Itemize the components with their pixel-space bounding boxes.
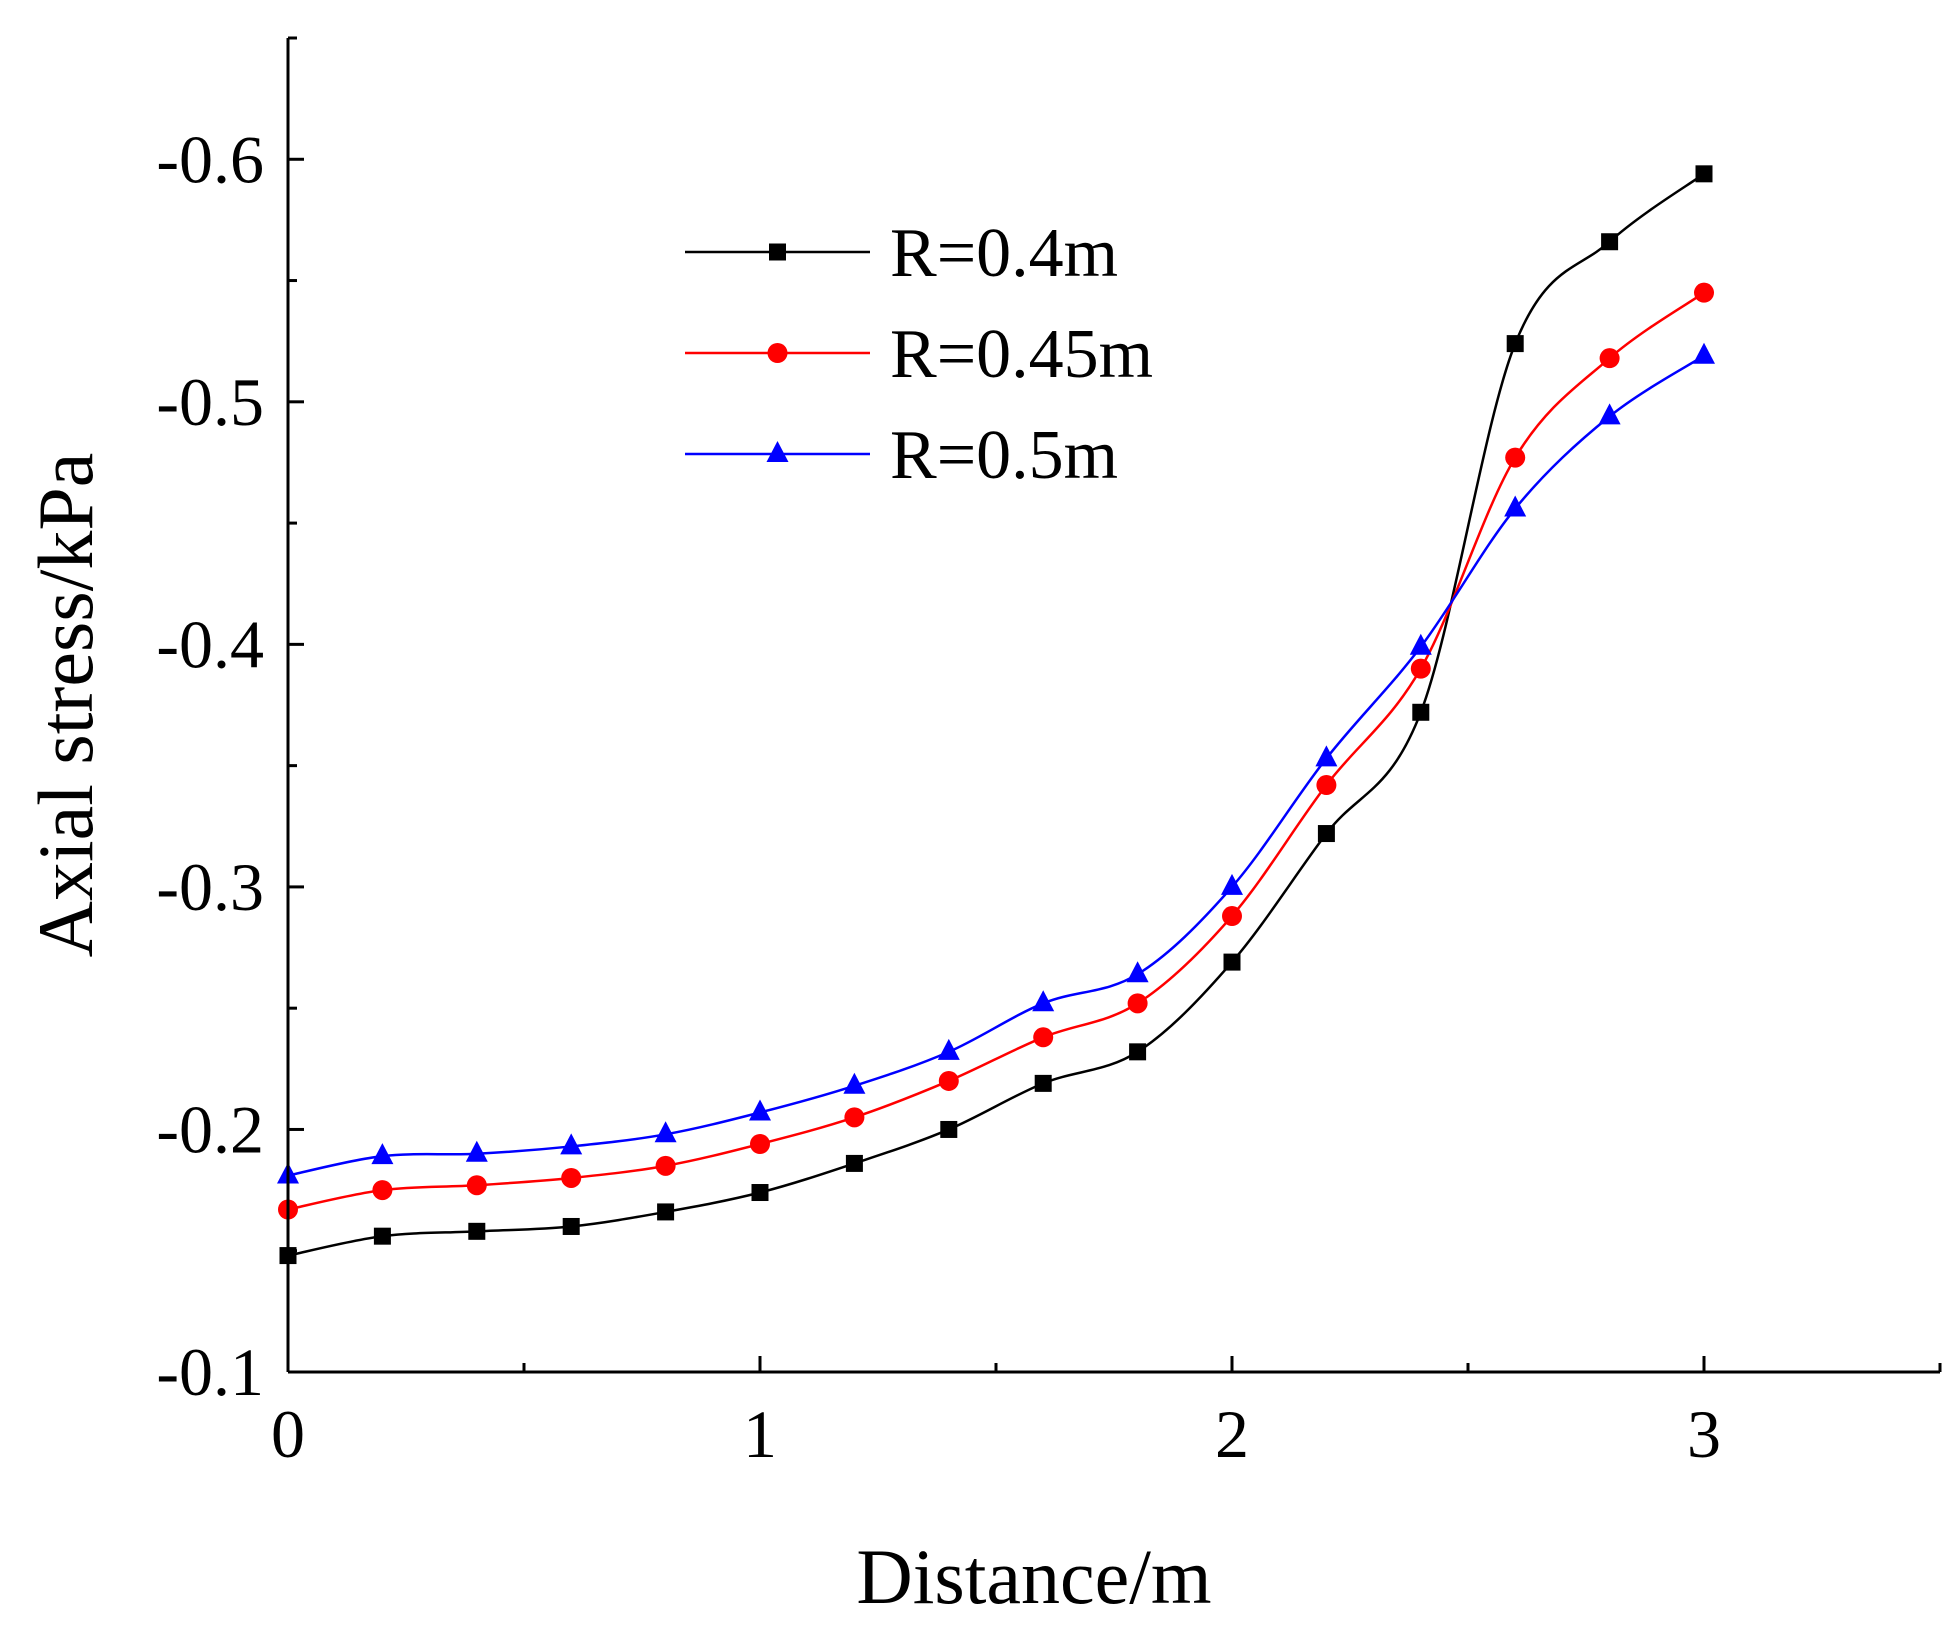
- data-point: [560, 1133, 583, 1155]
- series-3: [277, 342, 1715, 1184]
- plot-series-layer: [277, 165, 1715, 1265]
- legend-marker: [769, 243, 786, 261]
- legend-marker: [767, 343, 788, 363]
- data-point: [1599, 348, 1620, 369]
- data-point: [1127, 993, 1148, 1014]
- data-point: [654, 1121, 677, 1143]
- data-point: [1693, 342, 1715, 364]
- data-point: [373, 1227, 391, 1245]
- legend: R=0.4m R=0.45m R=0.5m: [685, 215, 1153, 494]
- data-point: [1222, 906, 1242, 927]
- data-point: [372, 1180, 393, 1201]
- data-point: [844, 1107, 865, 1128]
- series-1: [279, 165, 1713, 1265]
- data-point: [1126, 961, 1149, 983]
- data-point: [466, 1175, 487, 1196]
- data-point: [845, 1154, 863, 1172]
- data-point: [1410, 658, 1431, 679]
- data-point: [1598, 403, 1621, 425]
- data-point: [1221, 873, 1243, 895]
- x-tick-label: 1: [743, 1396, 777, 1472]
- data-point: [562, 1217, 580, 1235]
- data-point: [1129, 1043, 1147, 1061]
- x-tick-label: 0: [271, 1396, 305, 1472]
- data-point: [371, 1143, 394, 1165]
- y-tick-label: -0.2: [156, 1091, 264, 1167]
- data-point: [655, 1155, 676, 1176]
- y-tick-label: -0.4: [156, 606, 264, 682]
- data-point: [937, 1038, 960, 1060]
- y-tick-label: -0.5: [156, 364, 264, 440]
- data-point: [465, 1140, 488, 1162]
- legend-item-2: R=0.45m: [685, 316, 1153, 393]
- data-point: [1034, 1074, 1052, 1092]
- data-point: [657, 1203, 675, 1221]
- y-tick-label: -0.3: [156, 849, 264, 925]
- data-point: [1223, 953, 1241, 971]
- data-point: [1033, 1027, 1054, 1048]
- legend-item-1: R=0.4m: [685, 215, 1118, 292]
- data-point: [468, 1222, 486, 1240]
- legend-item-3: R=0.5m: [685, 417, 1118, 494]
- data-point: [1412, 703, 1430, 721]
- x-tick-label: 3: [1687, 1396, 1721, 1472]
- data-point: [1409, 633, 1432, 655]
- data-point: [843, 1072, 866, 1094]
- data-point: [938, 1070, 959, 1091]
- data-point: [1695, 165, 1713, 183]
- data-point: [749, 1099, 771, 1121]
- data-point: [561, 1167, 582, 1188]
- data-point: [1506, 335, 1524, 353]
- x-tick-label: 2: [1215, 1396, 1249, 1472]
- data-point: [1315, 745, 1338, 767]
- data-point: [750, 1134, 770, 1155]
- legend-label: R=0.5m: [890, 417, 1118, 494]
- y-axis-title: Axial stress/kPa: [22, 453, 109, 958]
- x-axis-title: Distance/m: [856, 1533, 1211, 1620]
- legend-label: R=0.4m: [890, 215, 1118, 292]
- data-point: [1317, 825, 1335, 843]
- y-tick-label: -0.6: [156, 121, 264, 197]
- plot-axes: 0 1 2 3 -0.1 -0.2 -0.3 -0.4 -0.5 -0.6: [156, 36, 1942, 1472]
- legend-marker: [766, 440, 789, 462]
- data-point: [751, 1184, 769, 1202]
- data-point: [1694, 282, 1714, 303]
- legend-label: R=0.45m: [890, 316, 1153, 393]
- data-point: [1316, 775, 1337, 796]
- data-point: [940, 1120, 958, 1138]
- data-point: [1601, 233, 1619, 251]
- data-point: [1032, 990, 1055, 1012]
- y-tick-label: -0.1: [156, 1334, 264, 1410]
- data-point: [1505, 447, 1526, 468]
- data-point: [1504, 495, 1527, 517]
